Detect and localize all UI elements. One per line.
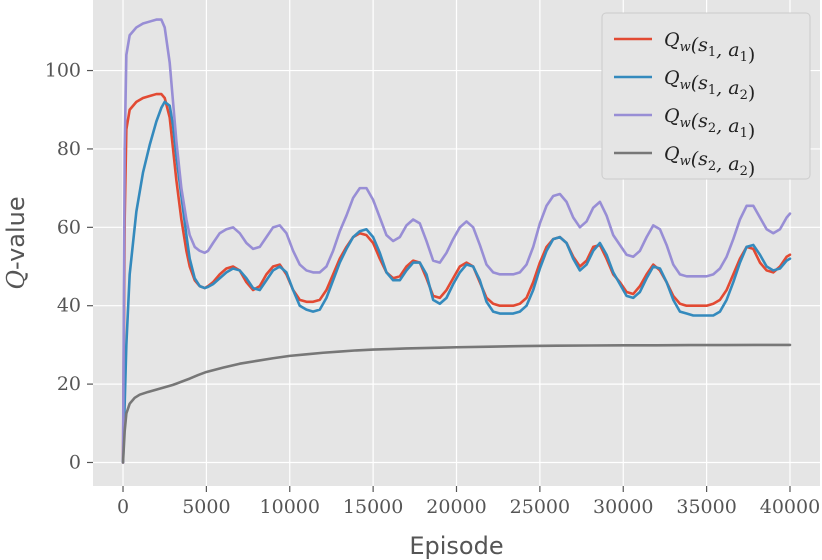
y-tick-label: 100 [45, 60, 81, 82]
x-tick-label: 25000 [510, 496, 570, 518]
x-tick-label: 5000 [182, 496, 230, 518]
y-axis-ticks: 0 20 40 60 80 100 [45, 60, 93, 473]
series-line-3 [121, 18, 792, 464]
y-axis-label: Q-value [2, 196, 30, 289]
x-axis-label: Episode [409, 532, 503, 560]
y-tick-label: 0 [69, 451, 81, 473]
y-axis-label-italic: Q [2, 270, 30, 290]
legend: Qw(s1, a1)Qw(s1, a2)Qw(s2, a1)Qw(s2, a2) [601, 12, 811, 180]
x-axis-ticks: 0 5000 10000 15000 20000 25000 30000 35000 40000 [117, 486, 820, 518]
x-tick-label: 15000 [343, 496, 403, 518]
y-tick-label: 20 [57, 373, 81, 395]
legend-entry-label: Qw(s2, a2) [664, 143, 755, 180]
y-tick-label: 80 [57, 138, 81, 160]
legend-entry-label: Qw(s2, a1) [664, 105, 755, 142]
y-tick-label: 60 [57, 216, 81, 238]
legend-box [601, 12, 811, 180]
series-lines [121, 18, 792, 464]
x-tick-label: 30000 [593, 496, 653, 518]
x-tick-label: 10000 [260, 496, 320, 518]
y-tick-label: 40 [57, 295, 81, 317]
legend-entry-label: Qw(s1, a1) [664, 29, 755, 66]
x-tick-label: 35000 [676, 496, 736, 518]
y-axis-label-rest: -value [2, 196, 30, 270]
x-tick-label: 0 [117, 496, 129, 518]
x-tick-label: 20000 [426, 496, 486, 518]
series-line-4 [121, 343, 792, 464]
legend-entry-label: Qw(s1, a2) [664, 67, 755, 104]
series-line-2 [121, 100, 792, 464]
x-tick-label: 40000 [760, 496, 820, 518]
